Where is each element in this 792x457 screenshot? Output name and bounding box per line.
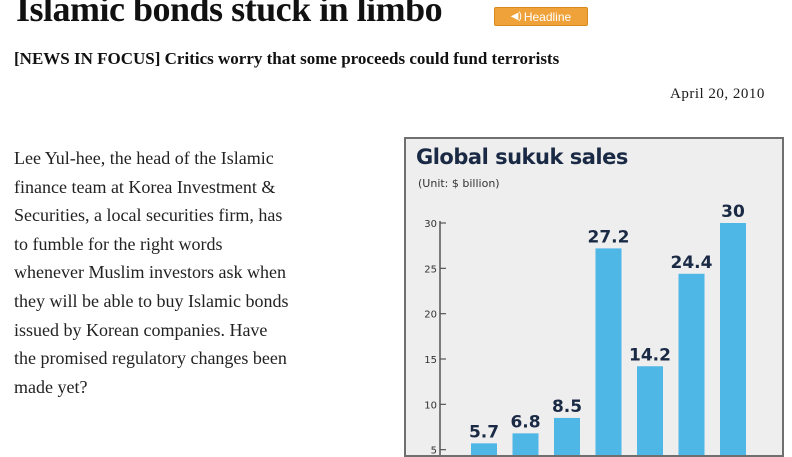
badge-label: Headline [523, 9, 572, 24]
y-tick-label: 25 [424, 264, 437, 275]
bar-value-label: 30 [721, 202, 745, 222]
chart-title: Global sukuk sales [416, 145, 628, 169]
bar [678, 273, 705, 455]
bar-value-label: 14.2 [629, 345, 671, 365]
bar-value-label: 6.8 [510, 412, 540, 432]
bar [595, 248, 622, 455]
bar-value-label: 8.5 [552, 397, 582, 417]
sukuk-chart: Global sukuk sales (Unit: $ billion) 30 2… [404, 137, 784, 457]
y-tick-label: 30 [424, 219, 437, 230]
headline-badge[interactable]: ◀) Headline [494, 7, 588, 26]
bar [512, 433, 539, 455]
article-subhead: [NEWS IN FOCUS] Critics worry that some … [14, 49, 560, 68]
bar [637, 366, 663, 455]
y-tick-label: 5 [431, 446, 437, 455]
bar [554, 417, 580, 455]
bar [471, 443, 497, 455]
bar-value-label: 24.4 [671, 253, 713, 273]
speaker-icon: ◀) [510, 11, 522, 22]
article-headline: Islamic bonds stuck in limbo [16, 0, 443, 29]
bar-value-label: 27.2 [588, 227, 630, 247]
article-date: April 20, 2010 [670, 86, 765, 102]
y-tick-label: 15 [424, 355, 437, 366]
article-body: Lee Yul-hee, the head of the Islamic fin… [14, 148, 289, 397]
y-tick-label: 20 [424, 310, 437, 321]
bar-value-label: 5.7 [469, 422, 499, 442]
chart-plot: 30 25 20 15 10 5 5.7 6.8 8.5 27.2 14.2 24.4 30 [424, 202, 746, 455]
bar [720, 223, 746, 455]
y-tick-label: 10 [424, 400, 437, 411]
chart-unit: (Unit: $ billion) [418, 177, 500, 190]
